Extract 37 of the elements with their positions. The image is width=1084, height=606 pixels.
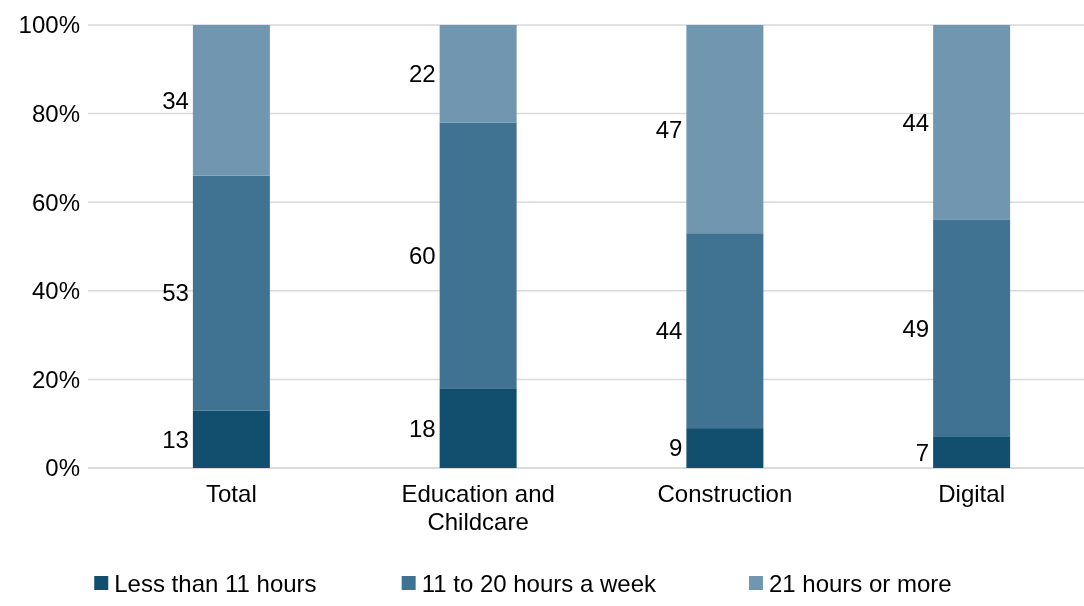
x-tick-label: Digital [938,480,1005,507]
bar [686,428,764,468]
data-label: 49 [902,314,930,342]
data-label: 18 [408,414,436,442]
bar [439,388,517,468]
legend-label: 11 to 20 hours a week [421,570,658,597]
data-label: 44 [655,317,683,345]
y-tick-label: 100% [18,11,80,39]
x-tick-label: Construction [657,480,793,507]
bar [439,25,517,123]
bar [439,122,517,389]
bar [686,233,764,429]
bar [933,436,1011,468]
bar [192,175,270,411]
legend-label: Less than 11 hours [114,570,317,597]
data-label: 34 [162,86,189,114]
bar [192,410,270,468]
x-tick-label: Total [206,480,257,507]
bar [686,25,764,234]
data-label: 44 [902,108,930,136]
bar [192,25,270,176]
y-tick-label: 0% [45,454,80,482]
data-label: 60 [408,241,436,269]
legend-label: 21 hours or more [768,570,952,597]
data-label: 9 [669,434,683,462]
bar [933,219,1011,437]
x-tick-label: Education and Childcare [401,480,555,535]
data-label: 13 [162,425,189,453]
y-tick-label: 40% [31,277,80,305]
y-tick-label: 80% [31,100,80,127]
data-label: 7 [915,438,930,466]
data-label: 22 [408,60,436,88]
bar [933,25,1011,220]
y-tick-label: 20% [31,365,80,393]
data-label: 47 [655,115,683,143]
y-tick-label: 60% [31,188,80,216]
data-label: 53 [162,279,189,307]
